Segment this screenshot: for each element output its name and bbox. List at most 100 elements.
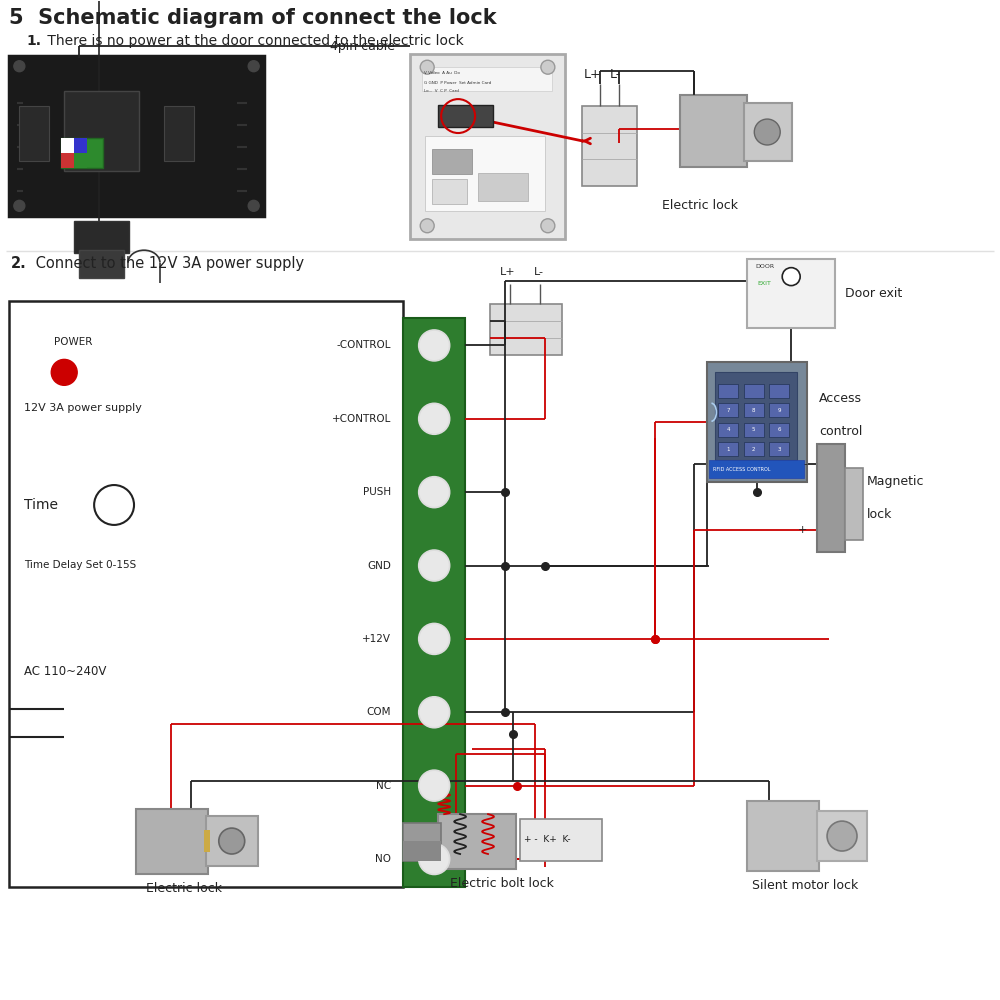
Bar (769, 403, 789, 417)
Circle shape (14, 61, 25, 72)
Circle shape (419, 697, 450, 728)
Bar (403, 823, 441, 861)
Text: Electric bolt lock: Electric bolt lock (450, 877, 554, 890)
Text: 5: 5 (752, 427, 756, 432)
Bar (718, 384, 738, 398)
Text: L+: L+ (500, 267, 516, 277)
Bar (769, 423, 789, 437)
Circle shape (420, 60, 434, 74)
Bar (769, 384, 789, 398)
Bar (744, 403, 764, 417)
Text: Access: Access (819, 392, 862, 405)
Bar (64, 91, 139, 171)
Text: 8: 8 (752, 408, 756, 413)
Circle shape (782, 268, 800, 286)
Bar (9, 301, 403, 887)
Bar (718, 423, 738, 437)
Text: -: - (803, 459, 807, 469)
Circle shape (541, 219, 555, 233)
Text: 4: 4 (727, 427, 730, 432)
Bar (425, 136, 545, 211)
Bar (680, 95, 747, 167)
Bar (164, 106, 194, 161)
Text: 7: 7 (727, 408, 730, 413)
Text: Door exit: Door exit (845, 287, 902, 300)
Text: PUSH: PUSH (363, 487, 391, 497)
Bar (438, 814, 516, 869)
Bar (520, 819, 602, 861)
Bar (74, 221, 129, 253)
Text: +: + (798, 525, 807, 535)
Bar (206, 816, 258, 866)
Bar (204, 830, 210, 852)
Circle shape (419, 844, 450, 874)
Bar (422, 67, 552, 91)
Bar (718, 403, 738, 417)
Bar (432, 149, 472, 174)
Bar (19, 106, 49, 161)
Text: AC 110~240V: AC 110~240V (24, 665, 107, 678)
Text: 3: 3 (777, 447, 781, 452)
Text: control: control (819, 425, 862, 438)
Text: 6: 6 (777, 427, 781, 432)
Text: RFID ACCESS CONTROL: RFID ACCESS CONTROL (713, 467, 771, 472)
Circle shape (419, 403, 450, 434)
Text: POWER: POWER (54, 337, 93, 347)
Circle shape (248, 61, 259, 72)
Circle shape (754, 119, 780, 145)
Text: 2: 2 (752, 447, 756, 452)
Text: Lo...  V  C P  Card: Lo... V C P Card (424, 89, 459, 93)
Text: GND: GND (367, 561, 391, 571)
Bar (769, 442, 789, 456)
Text: Connect to the 12V 3A power supply: Connect to the 12V 3A power supply (31, 256, 304, 271)
Bar (438, 105, 493, 127)
Text: Magnetic: Magnetic (867, 475, 924, 488)
Text: Silent motor lock: Silent motor lock (752, 879, 859, 892)
Circle shape (248, 200, 259, 211)
Circle shape (419, 623, 450, 654)
Bar (817, 444, 845, 552)
Text: G GND  P Power  Set Admin Card: G GND P Power Set Admin Card (424, 81, 491, 85)
Bar (410, 54, 565, 239)
Circle shape (419, 477, 450, 508)
Bar (61, 153, 74, 168)
Circle shape (419, 330, 450, 361)
Circle shape (827, 821, 857, 851)
Bar (744, 442, 764, 456)
Circle shape (541, 60, 555, 74)
Text: 1.: 1. (26, 34, 41, 48)
Bar (744, 103, 792, 161)
Bar (79, 250, 124, 278)
Bar (490, 304, 562, 355)
Text: DOOR: DOOR (755, 264, 774, 269)
Bar (74, 138, 87, 153)
Circle shape (219, 828, 245, 854)
Text: Time Delay Set 0-15S: Time Delay Set 0-15S (24, 560, 137, 570)
Circle shape (419, 770, 450, 801)
Circle shape (420, 219, 434, 233)
Circle shape (419, 550, 450, 581)
Text: +12V: +12V (362, 634, 391, 644)
Text: There is no power at the door connected to the electric lock: There is no power at the door connected … (43, 34, 464, 48)
Bar (747, 801, 819, 871)
Bar (715, 372, 797, 460)
Bar (9, 56, 264, 216)
Bar (709, 460, 804, 478)
Text: +CONTROL: +CONTROL (332, 414, 391, 424)
Text: 9: 9 (777, 408, 781, 413)
Circle shape (14, 200, 25, 211)
Text: Time: Time (24, 498, 58, 512)
Bar (61, 138, 74, 153)
Bar (817, 811, 867, 861)
Bar (744, 423, 764, 437)
Bar (74, 153, 87, 168)
Text: 4pin cable: 4pin cable (330, 40, 395, 53)
Bar (582, 106, 637, 186)
Text: lock: lock (867, 508, 892, 521)
Circle shape (51, 359, 77, 385)
Text: L+: L+ (584, 68, 601, 81)
Bar (845, 468, 863, 540)
Text: NO: NO (375, 854, 391, 864)
Text: 12V 3A power supply: 12V 3A power supply (24, 403, 142, 413)
Bar (744, 384, 764, 398)
